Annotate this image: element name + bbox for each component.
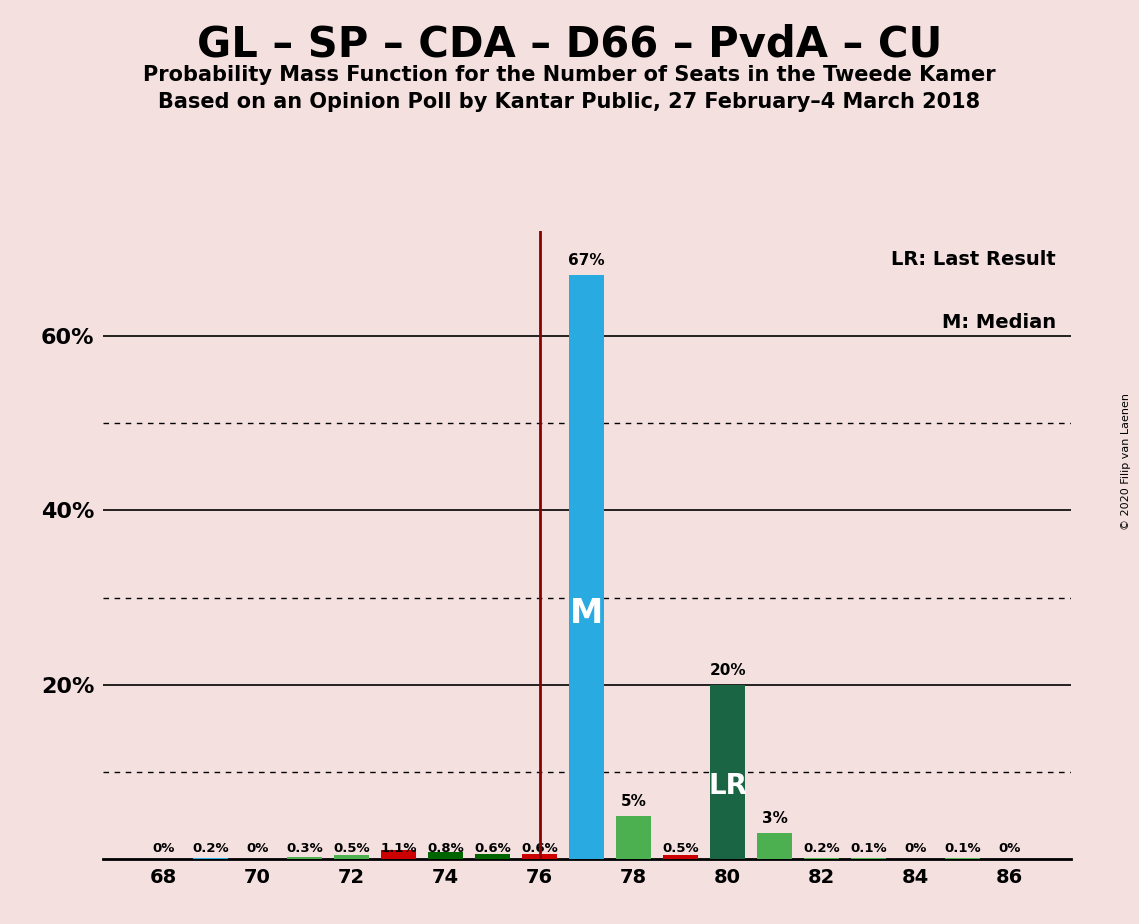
Text: GL – SP – CDA – D66 – PvdA – CU: GL – SP – CDA – D66 – PvdA – CU [197, 23, 942, 65]
Text: 0%: 0% [999, 842, 1021, 855]
Text: Based on an Opinion Poll by Kantar Public, 27 February–4 March 2018: Based on an Opinion Poll by Kantar Publi… [158, 92, 981, 113]
Bar [192, 857, 228, 859]
Bar [522, 854, 557, 859]
Bar [475, 854, 510, 859]
Text: 0.6%: 0.6% [522, 842, 558, 855]
Text: 0%: 0% [153, 842, 174, 855]
Text: M: Median: M: Median [942, 312, 1056, 332]
Bar [804, 857, 839, 859]
Bar [334, 855, 369, 859]
Text: M: M [570, 597, 604, 630]
Text: 20%: 20% [710, 663, 746, 678]
Text: LR: Last Result: LR: Last Result [892, 249, 1056, 269]
Text: 0.8%: 0.8% [427, 842, 464, 855]
Bar [710, 685, 745, 859]
Bar [380, 850, 416, 859]
Text: 0.5%: 0.5% [662, 842, 699, 855]
Bar [570, 274, 604, 859]
Text: 5%: 5% [621, 794, 647, 808]
Text: 1.1%: 1.1% [380, 842, 417, 855]
Text: 0%: 0% [904, 842, 927, 855]
Text: 0.2%: 0.2% [803, 842, 839, 855]
Text: 0.5%: 0.5% [334, 842, 370, 855]
Bar [757, 833, 793, 859]
Bar [287, 857, 322, 859]
Text: 0.6%: 0.6% [474, 842, 511, 855]
Text: 0.3%: 0.3% [286, 842, 323, 855]
Text: 3%: 3% [762, 811, 787, 826]
Text: 0.1%: 0.1% [944, 842, 981, 855]
Text: 0%: 0% [246, 842, 269, 855]
Text: LR: LR [708, 772, 747, 800]
Text: 0.1%: 0.1% [850, 842, 887, 855]
Bar [428, 852, 464, 859]
Bar [663, 855, 698, 859]
Text: Probability Mass Function for the Number of Seats in the Tweede Kamer: Probability Mass Function for the Number… [144, 65, 995, 85]
Text: 0.2%: 0.2% [192, 842, 229, 855]
Bar [616, 816, 652, 859]
Text: © 2020 Filip van Laenen: © 2020 Filip van Laenen [1121, 394, 1131, 530]
Text: 67%: 67% [568, 252, 605, 268]
